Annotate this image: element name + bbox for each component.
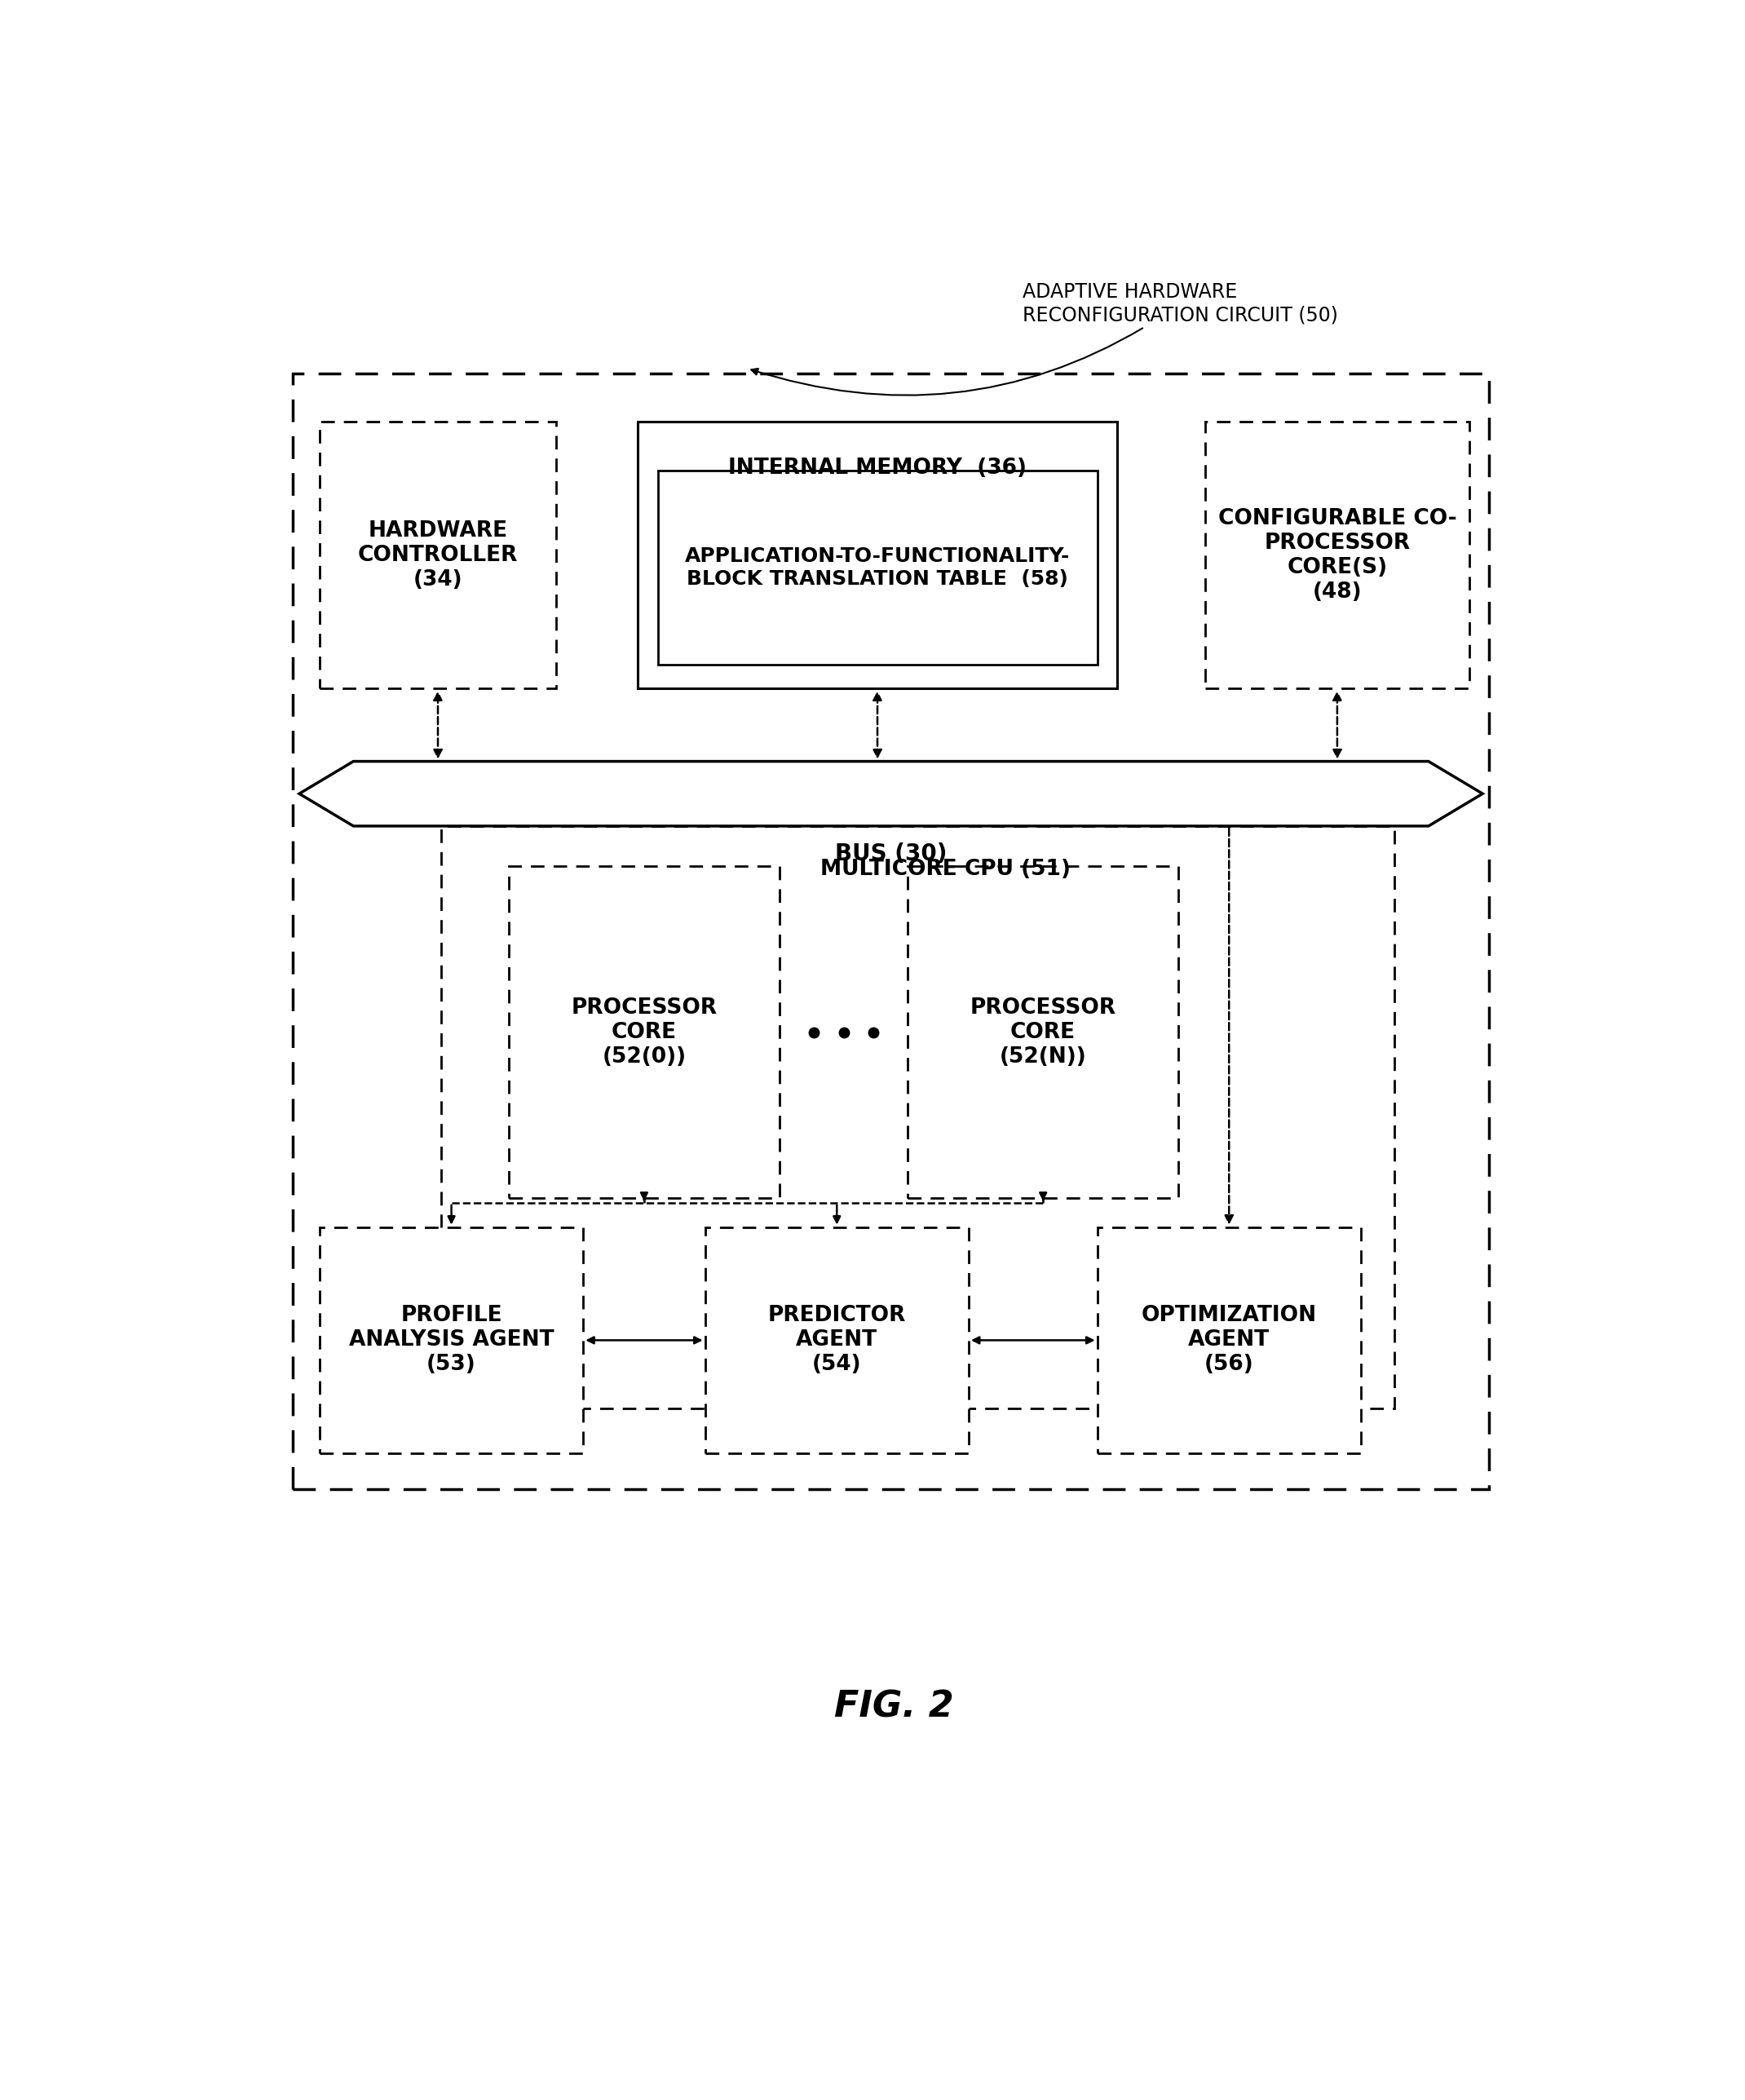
Bar [705, 1226, 968, 1453]
Bar [510, 867, 780, 1197]
Text: APPLICATION-TO-FUNCTIONALITY-
BLOCK TRANSLATION TABLE  (58): APPLICATION-TO-FUNCTIONALITY- BLOCK TRAN… [684, 546, 1070, 588]
Bar [1098, 1226, 1361, 1453]
Bar [658, 470, 1098, 664]
Bar [293, 374, 1490, 1489]
Text: PROCESSOR
CORE
(52(0)): PROCESSOR CORE (52(0)) [571, 998, 717, 1067]
Text: FIG. 2: FIG. 2 [834, 1690, 955, 1724]
Bar [319, 1226, 583, 1453]
Text: ADAPTIVE HARDWARE
RECONFIGURATION CIRCUIT (50): ADAPTIVE HARDWARE RECONFIGURATION CIRCUI… [752, 284, 1338, 395]
Text: PROCESSOR
CORE
(52(N)): PROCESSOR CORE (52(N)) [970, 998, 1117, 1067]
Bar [637, 422, 1117, 689]
Bar [319, 422, 557, 689]
Text: PREDICTOR
AGENT
(54): PREDICTOR AGENT (54) [768, 1306, 906, 1376]
Polygon shape [300, 762, 1483, 825]
Text: MULTICORE CPU (51): MULTICORE CPU (51) [820, 859, 1070, 880]
Bar [907, 867, 1178, 1197]
Text: BUS (30): BUS (30) [834, 842, 948, 865]
Bar [441, 825, 1394, 1409]
Text: CONFIGURABLE CO-
PROCESSOR
CORE(S)
(48): CONFIGURABLE CO- PROCESSOR CORE(S) (48) [1218, 508, 1457, 603]
Text: INTERNAL MEMORY  (36): INTERNAL MEMORY (36) [728, 458, 1026, 479]
Text: PROFILE
ANALYSIS AGENT
(53): PROFILE ANALYSIS AGENT (53) [349, 1306, 553, 1376]
Bar [1206, 422, 1469, 689]
Text: OPTIMIZATION
AGENT
(56): OPTIMIZATION AGENT (56) [1141, 1306, 1317, 1376]
Text: HARDWARE
CONTROLLER
(34): HARDWARE CONTROLLER (34) [358, 521, 518, 590]
